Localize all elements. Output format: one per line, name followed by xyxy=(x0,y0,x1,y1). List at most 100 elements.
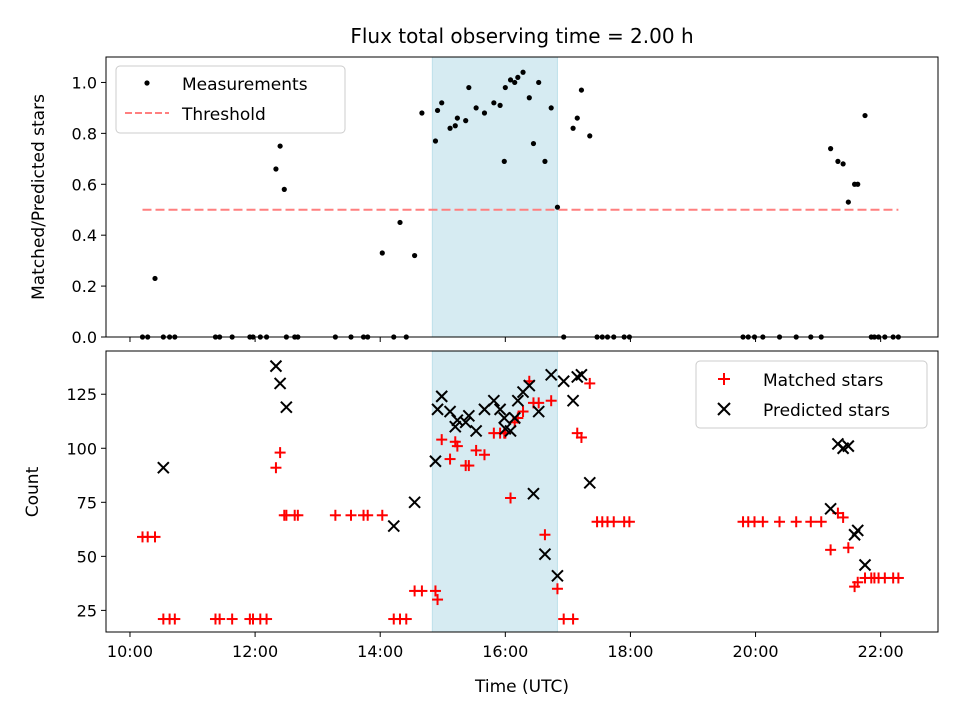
measurement-point xyxy=(454,115,460,121)
predicted-star-point xyxy=(523,379,536,392)
matched-star-point xyxy=(329,509,341,521)
x-tick-label: 10:00 xyxy=(107,642,153,661)
matched-star-point xyxy=(757,516,769,528)
top-y-axis-label: Matched/Predicted stars xyxy=(29,94,49,300)
top-y-tick-label: 0.8 xyxy=(72,124,97,143)
matched-star-point xyxy=(567,613,579,625)
predicted-star-point xyxy=(462,409,476,423)
predicted-star-point xyxy=(459,416,472,429)
measurement-point xyxy=(432,138,439,144)
predicted-star-point xyxy=(511,394,525,407)
measurement-point xyxy=(855,181,861,187)
matched-star-point xyxy=(376,509,388,521)
matched-star-point xyxy=(478,449,490,461)
matched-star-point xyxy=(837,511,849,523)
measurement-point xyxy=(507,77,514,83)
matched-star-point xyxy=(842,542,854,554)
matched-star-point xyxy=(149,531,161,543)
top-x-ticks xyxy=(129,337,882,342)
predicted-star-point xyxy=(566,394,580,407)
top-highlight-span xyxy=(431,56,558,338)
matched-star-point xyxy=(345,509,357,521)
matched-star-point xyxy=(261,613,273,625)
top-y-tick-label: 1.0 xyxy=(72,73,97,92)
matched-star-point xyxy=(623,516,635,528)
measurement-point xyxy=(501,158,507,164)
matched-star-point xyxy=(790,516,802,528)
measurement-point xyxy=(512,79,518,86)
predicted-star-point xyxy=(508,411,521,425)
predicted-star-point xyxy=(408,496,421,509)
predicted-star-point xyxy=(157,461,170,474)
predicted-star-point xyxy=(851,524,864,537)
measurement-point xyxy=(152,275,158,282)
predicted-star-point xyxy=(280,400,293,414)
measurement-point xyxy=(412,252,418,259)
x-axis-label: Time (UTC) xyxy=(474,677,569,697)
legend-threshold-label: Threshold xyxy=(181,105,266,125)
measurement-point xyxy=(574,115,580,121)
measurement-point xyxy=(497,102,503,108)
measurement-point xyxy=(481,110,488,116)
measurement-point xyxy=(835,158,841,164)
bottom-panel: 25 50 75 100 125 10:00 12:00 14:00 16:00 18:00 20… xyxy=(23,350,939,697)
measurement-point xyxy=(570,125,576,131)
measurement-point xyxy=(277,143,283,149)
matched-star-point xyxy=(774,516,786,528)
matched-star-point xyxy=(362,509,374,521)
matched-star-point xyxy=(805,516,817,528)
predicted-star-point xyxy=(435,390,448,403)
predicted-star-point xyxy=(504,424,517,438)
measurement-point xyxy=(840,161,846,167)
legend-predicted-label: Predicted stars xyxy=(763,401,890,421)
predicted-star-point xyxy=(583,476,596,490)
measurement-point xyxy=(434,107,441,114)
measurement-point xyxy=(587,133,593,139)
predicted-star-point xyxy=(575,368,588,381)
predicted-star-point xyxy=(498,411,511,425)
top-y-tick-label: 0.2 xyxy=(72,277,97,296)
bottom-y-tick-label: 50 xyxy=(77,547,97,566)
bottom-x-ticks: 10:00 12:00 14:00 16:00 18:00 20:00 22:00 xyxy=(107,632,904,661)
predicted-star-point xyxy=(273,377,287,390)
top-y-tick-label: 0.6 xyxy=(72,175,97,194)
predicted-star-point xyxy=(824,502,837,515)
measurement-point xyxy=(520,69,526,75)
matched-star-point xyxy=(274,447,286,459)
matched-star-point xyxy=(551,583,563,595)
legend-matched-label: Matched stars xyxy=(763,371,883,391)
matched-star-point xyxy=(608,516,620,528)
predicted-star-point xyxy=(544,368,558,381)
matched-star-point xyxy=(539,529,551,541)
predicted-star-point xyxy=(429,455,442,468)
predicted-star-point xyxy=(551,569,564,583)
measurement-point xyxy=(530,140,537,147)
predicted-star-point xyxy=(538,547,552,561)
matched-star-point xyxy=(815,516,827,528)
matched-star-point xyxy=(463,460,475,472)
top-legend: Measurements Threshold xyxy=(115,65,346,134)
matched-star-point xyxy=(444,453,456,465)
x-tick-label: 12:00 xyxy=(232,642,278,661)
measurement-point xyxy=(379,250,385,256)
matched-star-point xyxy=(416,585,428,597)
measurement-point xyxy=(447,125,453,131)
predicted-star-point xyxy=(858,558,872,572)
measurement-point xyxy=(491,100,497,106)
bottom-marks xyxy=(136,359,904,625)
measurement-point xyxy=(473,105,479,111)
top-plot-frame xyxy=(105,56,939,338)
legend-measurements-label: Measurements xyxy=(182,75,308,95)
matched-star-point xyxy=(226,613,238,625)
predicted-star-point xyxy=(842,439,855,453)
bottom-y-tick-label: 100 xyxy=(66,439,97,458)
matched-star-point xyxy=(432,594,444,606)
measurement-point xyxy=(463,118,469,124)
matched-star-point xyxy=(400,613,412,625)
matched-star-point xyxy=(825,544,837,556)
bottom-legend: Matched stars Predicted stars xyxy=(695,360,928,429)
measurement-point xyxy=(542,158,548,164)
measurement-point xyxy=(828,146,834,152)
x-tick-label: 14:00 xyxy=(357,642,403,661)
bottom-legend-box xyxy=(695,360,928,429)
